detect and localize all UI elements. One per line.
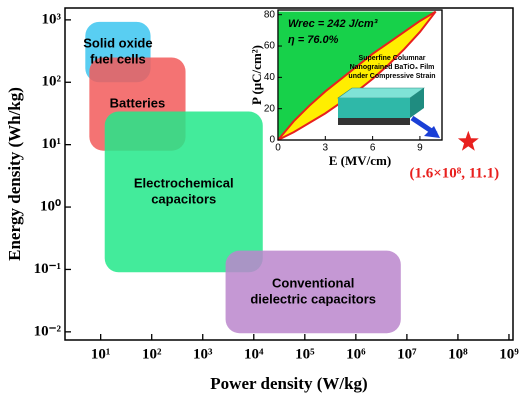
x-tick-label: 10⁸ (448, 346, 468, 362)
region-label: capacitors (151, 191, 216, 206)
film-front (338, 98, 410, 118)
y-tick-label: 10⁰ (40, 198, 61, 214)
inset-annotation: Nanograined BaTiO₃ Film (350, 64, 435, 71)
plot-frame (64, 7, 514, 341)
inset: 0 3 6 9 0 20 40 60 80 E (MV/cm) P (μC/cm²) Wrec = 2… (249, 9, 443, 168)
inset-x-tick-label: 6 (370, 143, 376, 154)
x-tick-label: 10⁷ (397, 346, 417, 362)
y-tick-label: 10³ (42, 11, 62, 27)
film-top (337, 87, 425, 99)
inset-y-tick-label: 40 (264, 72, 276, 83)
x-tick-label: 10⁹ (499, 346, 519, 362)
inset-frame (277, 9, 443, 141)
x-tick-label: 10² (142, 346, 162, 362)
loss-area (278, 11, 436, 140)
region-label: fuel cells (90, 51, 146, 66)
y-tick-label: 10⁻¹ (34, 261, 61, 277)
region-label: Conventional (272, 275, 354, 290)
y-tick-label: 10² (42, 74, 62, 90)
star-point (457, 130, 479, 151)
pe-curve (277, 10, 437, 141)
region-label: Electrochemical (134, 175, 234, 190)
y-tick-label: 10⁻² (34, 323, 62, 339)
x-tick-label: 10⁶ (346, 346, 366, 362)
film-side (410, 88, 424, 118)
inset-annotation: Superfine Columnar (359, 55, 426, 62)
region (225, 250, 401, 334)
x-tick-label: 10¹ (91, 346, 111, 362)
inset-y-title: P (μC/cm²) (249, 45, 264, 105)
region-label: Solid oxide (83, 35, 152, 50)
inset-x-tick-label: 3 (323, 143, 329, 154)
x-tick-label: 10⁵ (295, 346, 315, 362)
inset-x-tick-label: 9 (417, 143, 423, 154)
arrow-head (424, 126, 440, 138)
substrate (338, 118, 410, 125)
inset-y-tick-label: 60 (264, 41, 276, 52)
inset-y-tick-label: 80 (264, 9, 276, 20)
region-label: dielectric capacitors (250, 291, 376, 306)
y-axis-title: Energy density (Wh/kg) (5, 87, 24, 261)
inset-annotation: η = 76.0% (288, 34, 339, 46)
region (104, 111, 263, 273)
region-label: Batteries (110, 96, 166, 111)
x-tick-label: 10³ (193, 346, 213, 362)
x-tick-label: 10⁴ (244, 346, 264, 362)
inset-x-tick-label: 0 (275, 143, 281, 154)
inset-y-tick-label: 20 (264, 103, 276, 114)
inset-x-title: E (MV/cm) (329, 153, 391, 168)
y-tick-label: 10¹ (42, 136, 62, 152)
x-axis-title: Power density (W/kg) (210, 374, 367, 393)
inset-annotation: under Compressive Strain (348, 73, 435, 80)
inset-annotation: Wrec = 242 J/cm³ (288, 18, 378, 30)
point-label: (1.6×10⁸, 11.1) (409, 165, 499, 181)
inset-y-tick-label: 0 (269, 135, 275, 146)
